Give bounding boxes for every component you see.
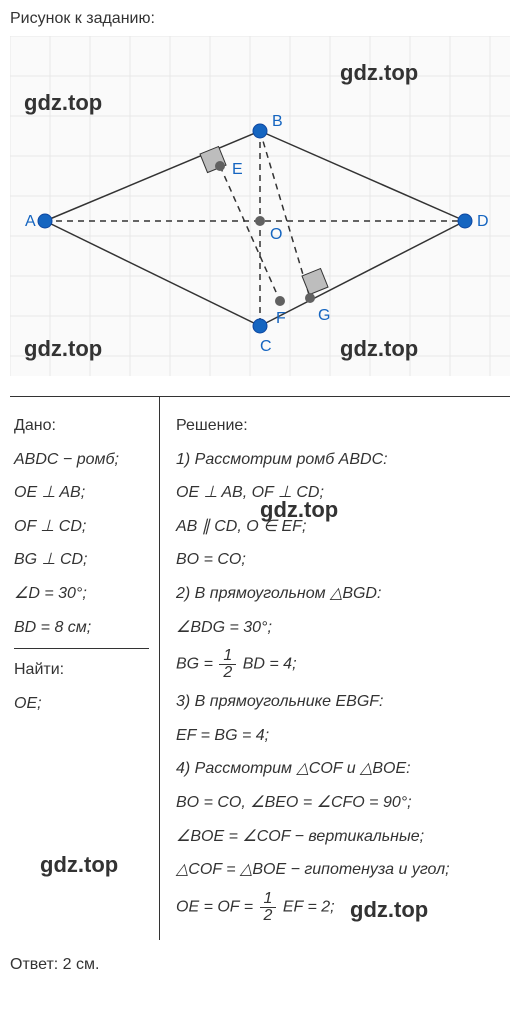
given-line: ∠D = 30°; <box>14 581 149 607</box>
proof-layout: Дано: ABDC − ромб; OE ⊥ AB; OF ⊥ CD; BG … <box>10 396 510 940</box>
solution-title: Решение: <box>176 413 506 439</box>
svg-text:D: D <box>477 213 489 230</box>
solution-line: OE ⊥ AB, OF ⊥ CD; <box>176 480 506 506</box>
svg-text:O: O <box>270 226 282 243</box>
svg-text:B: B <box>272 113 283 130</box>
find-title: Найти: <box>14 657 149 683</box>
watermark-br: gdz.top <box>340 336 418 362</box>
watermark-left: gdz.top <box>40 852 118 878</box>
svg-text:A: A <box>25 213 36 230</box>
solution-line: 4) Рассмотрим △COF и △BOE: <box>176 756 506 782</box>
svg-text:E: E <box>232 161 243 178</box>
solution-line: ∠BDG = 30°; <box>176 615 506 641</box>
divider <box>14 648 149 649</box>
solution-line: △COF = △BOE − гипотенуза и угол; <box>176 857 506 883</box>
solution-line: BG = 12 BD = 4; <box>176 648 506 681</box>
watermark-tl: gdz.top <box>24 90 102 116</box>
solution-body: 1) Рассмотрим ромб ABDC: OE ⊥ AB, OF ⊥ CD… <box>176 447 506 924</box>
given-line: ABDC − ромб; <box>14 447 149 473</box>
watermark-tr: gdz.top <box>340 60 418 86</box>
given-column: Дано: ABDC − ромб; OE ⊥ AB; OF ⊥ CD; BG … <box>10 397 160 940</box>
svg-text:G: G <box>318 307 330 324</box>
solution-line: 2) В прямоугольном △BGD: <box>176 581 506 607</box>
given-line: BG ⊥ CD; <box>14 547 149 573</box>
solution-line: 3) В прямоугольнике EBGF: <box>176 689 506 715</box>
watermark-bl: gdz.top <box>24 336 102 362</box>
solution-column: Решение: 1) Рассмотрим ромб ABDC: OE ⊥ AB… <box>160 397 510 940</box>
given-line: BD = 8 см; <box>14 615 149 641</box>
figure-caption: Рисунок к заданию: <box>10 10 512 28</box>
answer: Ответ: 2 см. <box>10 956 512 974</box>
solution-line: EF = BG = 4; <box>176 723 506 749</box>
svg-text:C: C <box>260 338 272 355</box>
geometry-figure: A B C D O E F G gdz.top gdz.top gdz.top gdz.top <box>10 36 510 376</box>
figure-svg: A B C D O E F G <box>10 36 510 376</box>
solution-line: BO = CO; <box>176 547 506 573</box>
solution-line: BO = CO, ∠BEO = ∠CFO = 90°; <box>176 790 506 816</box>
solution-line: 1) Рассмотрим ромб ABDC: <box>176 447 506 473</box>
find-value: OE; <box>14 691 149 717</box>
solution-line: OE = OF = 12 EF = 2; <box>176 891 506 924</box>
given-line: OE ⊥ AB; <box>14 480 149 506</box>
given-line: OF ⊥ CD; <box>14 514 149 540</box>
given-title: Дано: <box>14 413 149 439</box>
solution-line: AB ∥ CD, O ∈ EF; <box>176 514 506 540</box>
svg-text:F: F <box>276 310 286 327</box>
solution-line: ∠BOE = ∠COF − вертикальные; <box>176 824 506 850</box>
